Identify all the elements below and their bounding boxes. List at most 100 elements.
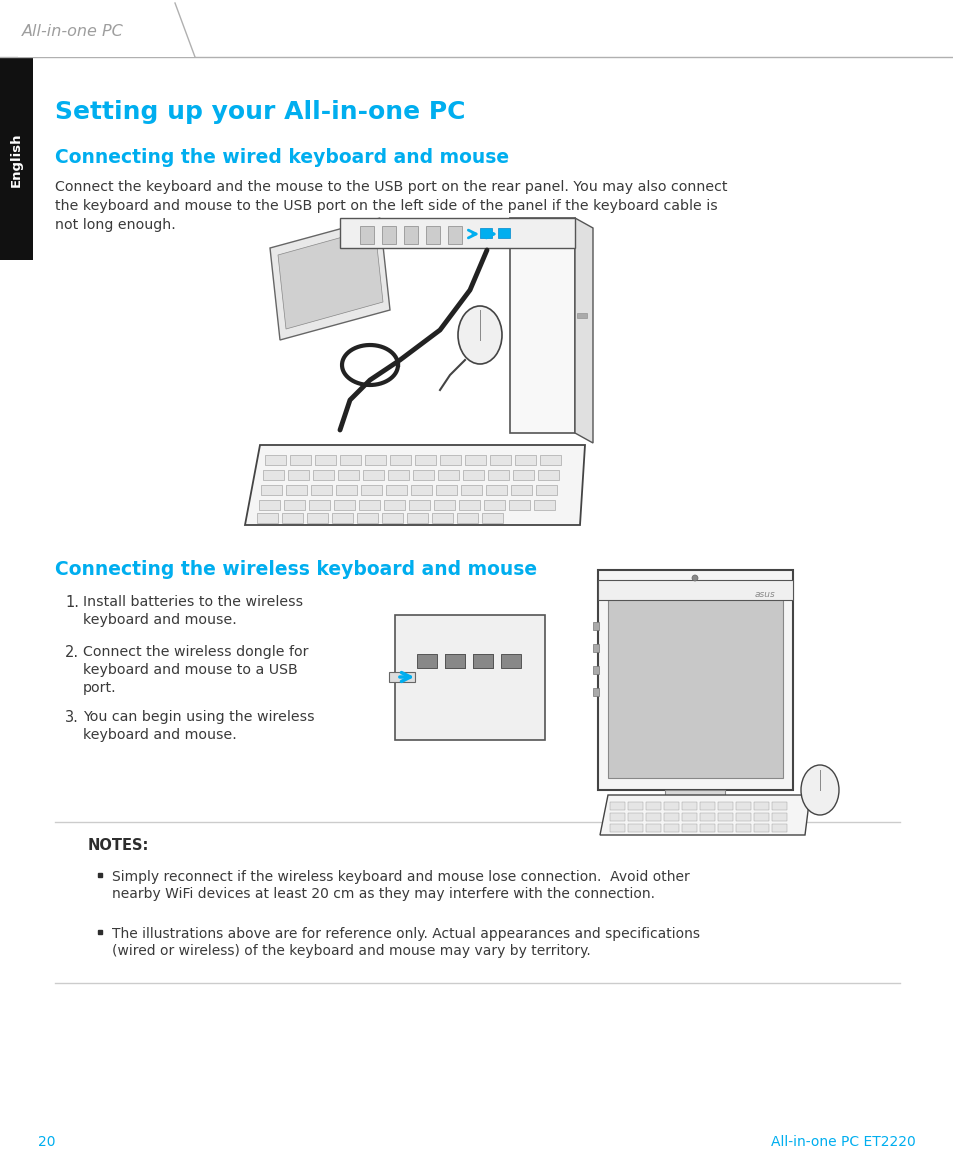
Text: (wired or wireless) of the keyboard and mouse may vary by territory.: (wired or wireless) of the keyboard and … bbox=[112, 944, 590, 957]
Bar bbox=[627, 813, 642, 821]
Ellipse shape bbox=[801, 765, 838, 815]
Bar bbox=[360, 485, 381, 495]
Text: Install batteries to the wireless: Install batteries to the wireless bbox=[83, 595, 303, 609]
Bar bbox=[718, 824, 732, 832]
Bar bbox=[681, 824, 697, 832]
Bar bbox=[426, 226, 439, 244]
Text: asus: asus bbox=[754, 590, 774, 599]
Bar bbox=[307, 513, 328, 523]
Bar bbox=[339, 455, 360, 465]
Text: Setting up your All-in-one PC: Setting up your All-in-one PC bbox=[55, 100, 465, 124]
Text: Simply reconnect if the wireless keyboard and mouse lose connection.  Avoid othe: Simply reconnect if the wireless keyboar… bbox=[112, 870, 689, 884]
Bar bbox=[663, 802, 679, 810]
Bar bbox=[753, 824, 768, 832]
Bar bbox=[386, 485, 407, 495]
Bar bbox=[411, 485, 432, 495]
Polygon shape bbox=[245, 445, 584, 526]
Bar bbox=[483, 500, 504, 511]
Bar bbox=[284, 500, 305, 511]
Bar bbox=[771, 824, 786, 832]
Bar bbox=[407, 513, 428, 523]
Polygon shape bbox=[18, 3, 194, 57]
Bar bbox=[627, 802, 642, 810]
Bar bbox=[609, 824, 624, 832]
Bar bbox=[663, 824, 679, 832]
Ellipse shape bbox=[691, 575, 698, 581]
Bar bbox=[313, 470, 334, 480]
Bar bbox=[416, 654, 436, 668]
Bar bbox=[664, 790, 724, 798]
Bar bbox=[358, 500, 379, 511]
Bar bbox=[577, 313, 586, 318]
Bar bbox=[537, 470, 558, 480]
Bar bbox=[718, 802, 732, 810]
Bar bbox=[409, 500, 430, 511]
Bar bbox=[681, 813, 697, 821]
Bar bbox=[332, 513, 353, 523]
Bar bbox=[365, 455, 386, 465]
Bar bbox=[627, 824, 642, 832]
Bar bbox=[413, 470, 434, 480]
Bar bbox=[288, 470, 309, 480]
Bar bbox=[437, 470, 458, 480]
Bar bbox=[448, 226, 461, 244]
Bar bbox=[735, 813, 750, 821]
Bar bbox=[598, 580, 792, 599]
Bar bbox=[509, 500, 530, 511]
Bar bbox=[388, 470, 409, 480]
Ellipse shape bbox=[457, 306, 501, 364]
Polygon shape bbox=[599, 795, 809, 835]
Bar bbox=[359, 226, 374, 244]
Bar bbox=[645, 813, 660, 821]
Bar bbox=[663, 813, 679, 821]
Text: All-in-one PC ET2220: All-in-one PC ET2220 bbox=[770, 1135, 915, 1149]
Bar bbox=[536, 485, 557, 495]
Polygon shape bbox=[277, 228, 382, 329]
Bar bbox=[415, 455, 436, 465]
Bar bbox=[609, 802, 624, 810]
Text: Connect the wireless dongle for: Connect the wireless dongle for bbox=[83, 644, 308, 660]
Text: keyboard and mouse.: keyboard and mouse. bbox=[83, 728, 236, 742]
Bar bbox=[700, 802, 714, 810]
Bar bbox=[593, 644, 598, 653]
Bar bbox=[481, 513, 502, 523]
Bar bbox=[263, 470, 284, 480]
Bar bbox=[256, 513, 277, 523]
Text: You can begin using the wireless: You can begin using the wireless bbox=[83, 710, 314, 724]
Bar bbox=[311, 485, 332, 495]
Bar bbox=[334, 500, 355, 511]
Bar bbox=[286, 485, 307, 495]
Bar bbox=[258, 500, 280, 511]
Text: Connecting the wireless keyboard and mouse: Connecting the wireless keyboard and mou… bbox=[55, 560, 537, 579]
Bar bbox=[381, 226, 395, 244]
Text: NOTES:: NOTES: bbox=[88, 839, 150, 854]
Bar bbox=[335, 485, 356, 495]
Text: keyboard and mouse.: keyboard and mouse. bbox=[83, 613, 236, 627]
Polygon shape bbox=[270, 218, 390, 340]
Bar bbox=[700, 813, 714, 821]
Bar bbox=[500, 654, 520, 668]
Polygon shape bbox=[339, 218, 575, 248]
Bar bbox=[314, 455, 335, 465]
Text: the keyboard and mouse to the USB port on the left side of the panel if the keyb: the keyboard and mouse to the USB port o… bbox=[55, 199, 717, 213]
Polygon shape bbox=[395, 614, 544, 740]
Bar bbox=[539, 455, 560, 465]
Bar bbox=[282, 513, 303, 523]
Bar bbox=[718, 813, 732, 821]
Bar bbox=[607, 598, 782, 778]
Text: 20: 20 bbox=[38, 1135, 55, 1149]
Text: Connect the keyboard and the mouse to the USB port on the rear panel. You may al: Connect the keyboard and the mouse to th… bbox=[55, 180, 727, 194]
Text: 1.: 1. bbox=[65, 595, 79, 610]
Bar bbox=[593, 688, 598, 696]
Polygon shape bbox=[575, 218, 593, 444]
Bar bbox=[261, 485, 282, 495]
Bar bbox=[356, 513, 377, 523]
Text: 3.: 3. bbox=[65, 710, 79, 725]
Text: English: English bbox=[10, 133, 23, 187]
Bar bbox=[384, 500, 405, 511]
Bar bbox=[432, 513, 453, 523]
Bar bbox=[265, 455, 286, 465]
Bar bbox=[309, 500, 330, 511]
Bar bbox=[444, 654, 464, 668]
Bar bbox=[534, 500, 555, 511]
